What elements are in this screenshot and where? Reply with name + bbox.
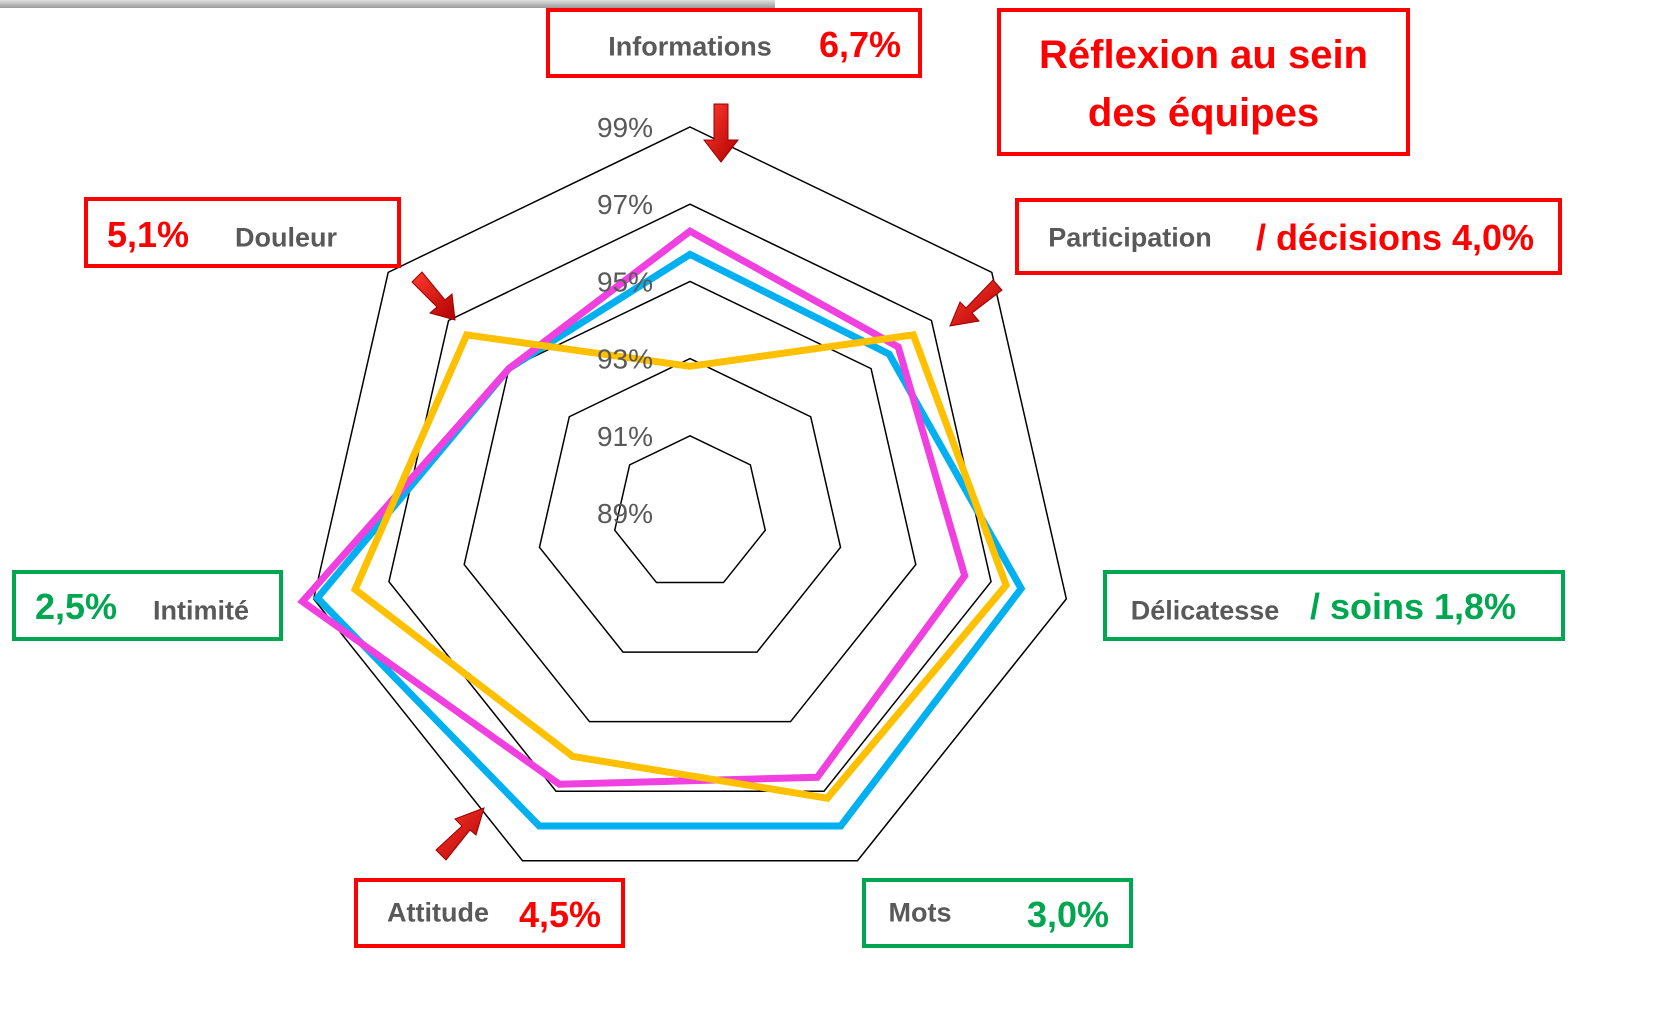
arrow: [411, 271, 456, 321]
arrow: [702, 103, 740, 163]
label-box: [84, 197, 401, 268]
label-box: [1015, 198, 1562, 275]
grid-ring: [312, 126, 1068, 862]
label-box: [1103, 570, 1565, 641]
grid-ring: [463, 280, 917, 723]
y-tick-label: 89%: [597, 498, 653, 529]
label-box: [12, 570, 283, 641]
arrow: [949, 279, 1003, 327]
grid-ring: [538, 357, 842, 653]
grid-ring: [613, 434, 767, 584]
plot: 89% 91% 93% 95% 97% 99%: [297, 112, 1068, 862]
y-tick-label: 97%: [597, 189, 653, 220]
label-box: [546, 8, 922, 78]
label-box: [862, 878, 1133, 948]
category-label: Attitude: [387, 897, 489, 928]
annotation: 5,1%: [106, 214, 190, 255]
y-tick-label: 99%: [597, 112, 653, 143]
category-label: Informations: [608, 31, 772, 62]
grid-ring: [388, 203, 992, 792]
toolbar-edge: [0, 0, 775, 8]
annotation: 2,5%: [34, 586, 118, 627]
category-label: Mots: [888, 897, 952, 928]
label-box: [354, 878, 625, 948]
chart-title: Réflexion au sein des équipes: [997, 8, 1410, 156]
y-tick-label: 93%: [597, 344, 653, 375]
annotation: / soins 1,8%: [1309, 586, 1517, 627]
annotation: 4,5%: [518, 894, 602, 935]
category-label: Douleur: [234, 222, 338, 253]
category-label: Délicatesse: [1130, 595, 1280, 626]
y-tick-label: 95%: [597, 266, 653, 297]
series-line: [297, 227, 969, 788]
annotation: / décisions 4,0%: [1255, 217, 1535, 258]
annotation: 6,7%: [818, 24, 902, 65]
annotation: 3,0%: [1026, 894, 1110, 935]
arrow: [435, 807, 485, 861]
category-label: Intimité: [152, 595, 250, 626]
category-label: Participation: [1048, 222, 1212, 253]
arrows: [411, 103, 1003, 861]
y-tick-label: 91%: [597, 421, 653, 452]
series-line: [350, 331, 1011, 802]
